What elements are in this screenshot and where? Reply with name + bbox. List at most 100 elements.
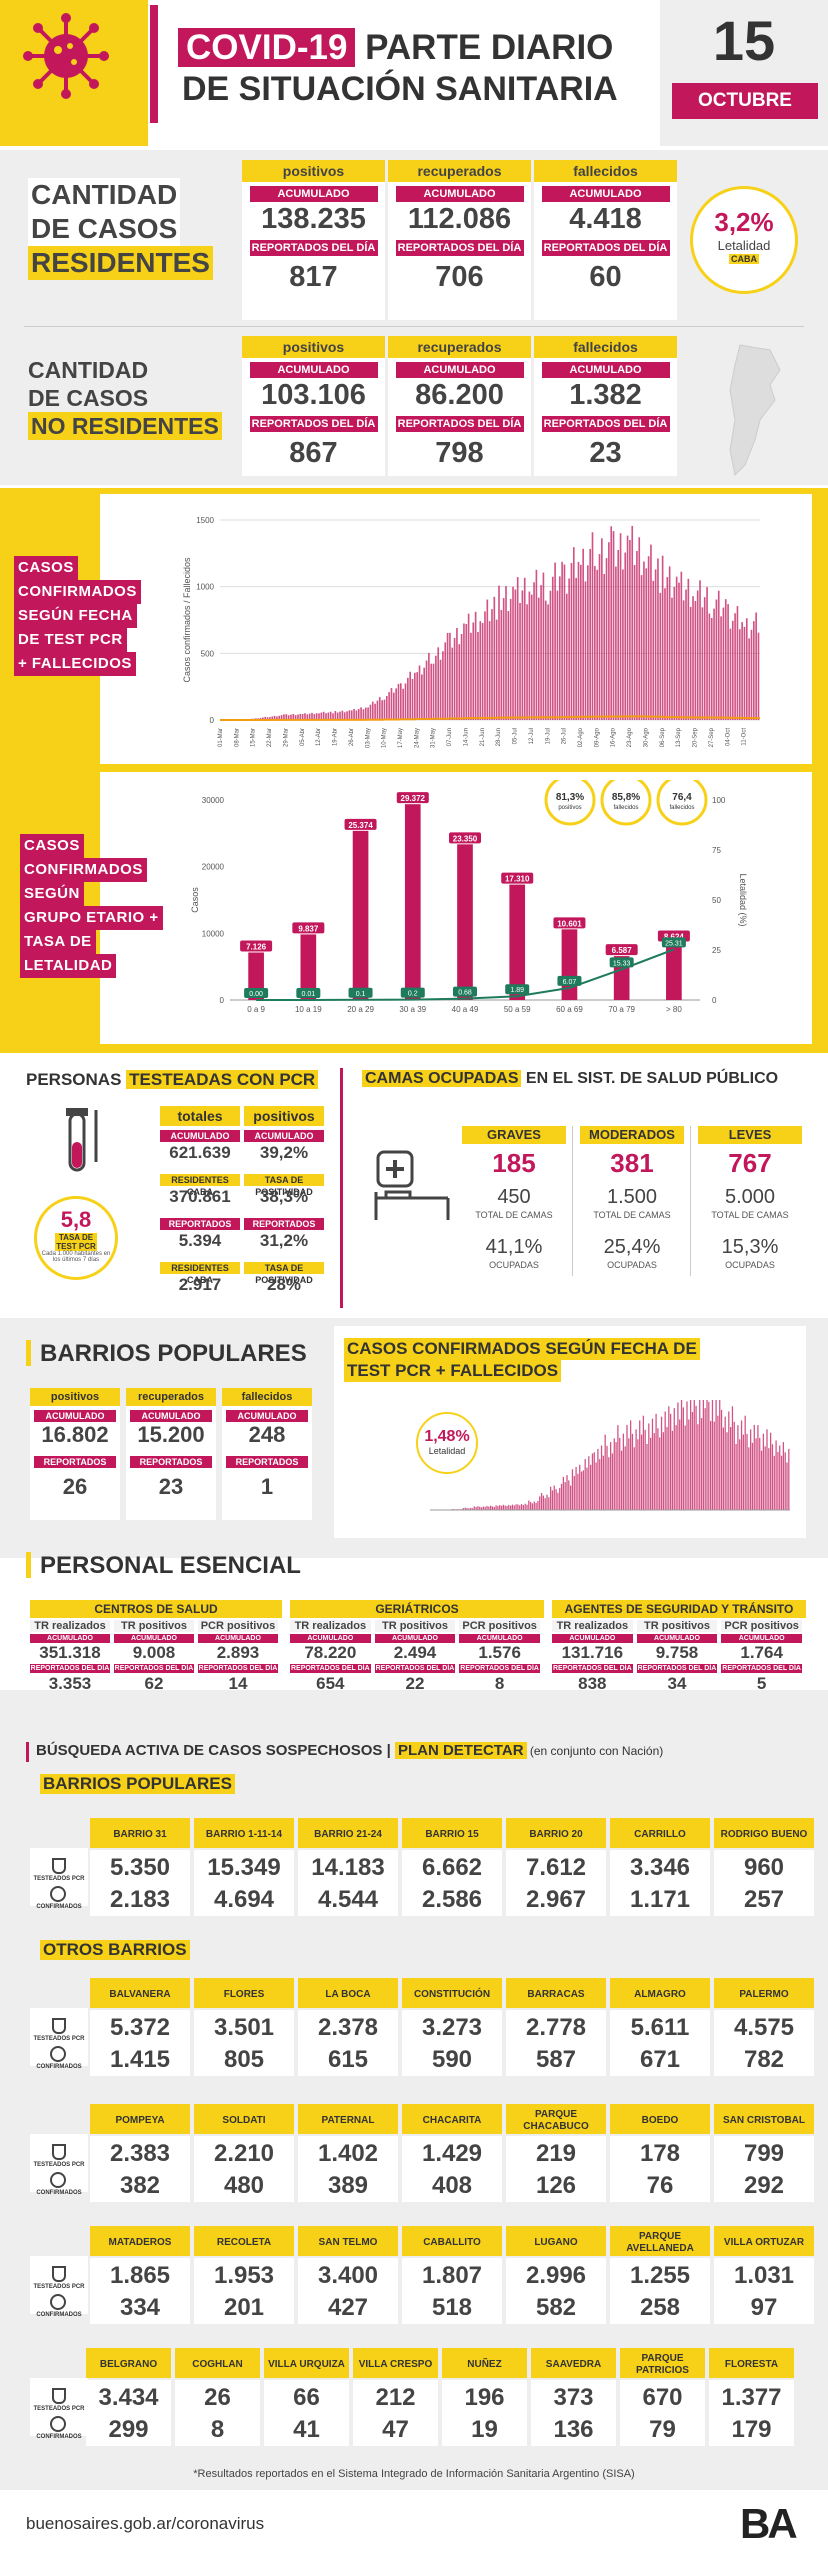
bar <box>542 572 545 720</box>
barrio-tested: 219 <box>535 2140 577 2167</box>
residentes-label-3: RESIDENTES <box>28 246 213 280</box>
bar <box>631 1433 634 1510</box>
bar <box>530 594 533 720</box>
bar <box>564 1482 566 1510</box>
barrio-confirmed: 582 <box>535 2294 577 2321</box>
card-acc-value: 86.200 <box>415 379 504 411</box>
barrio-name: PATERNAL <box>298 2104 398 2134</box>
bar <box>631 525 634 720</box>
bar <box>464 1507 466 1510</box>
barrio-confirmed: 258 <box>639 2294 681 2321</box>
footer-url[interactable]: buenosaires.gob.ar/coronavirus <box>26 2514 265 2533</box>
barrio-confirmed: 2.183 <box>109 1886 171 1913</box>
x-tick-label: > 80 <box>666 1005 682 1014</box>
barrio-cell <box>298 1850 398 1916</box>
barrio-confirmed: 47 <box>382 2416 409 2443</box>
bar <box>704 1408 706 1510</box>
esencial-acc-label: ACUMULADO <box>552 1634 633 1643</box>
bar <box>661 555 664 720</box>
barrio-cell <box>298 2136 398 2202</box>
footer <box>0 2490 828 2560</box>
bar <box>423 667 426 720</box>
barrio-tested: 373 <box>553 2384 594 2411</box>
chart-label-line: LETALIDAD <box>20 954 163 978</box>
line-value-label: 0.1 <box>356 991 366 998</box>
bar-label-bg <box>605 944 638 956</box>
bar <box>741 622 743 720</box>
barrio-cell <box>714 2136 814 2202</box>
barrio-cell <box>194 1850 294 1916</box>
esencial-acc-label: ACUMULADO <box>374 1634 456 1643</box>
bar <box>597 1448 599 1510</box>
barrio-cell <box>610 2258 710 2324</box>
bar <box>482 1506 484 1510</box>
x-tick-label: 11-Oct <box>742 728 748 746</box>
bp-day: 23 <box>158 1474 184 1499</box>
bar <box>471 1508 474 1510</box>
camas-title: CAMAS OCUPADAS EN EL SIST. DE SALUD PÚBL… <box>362 1070 778 1088</box>
bar <box>505 586 507 720</box>
bar <box>595 1462 597 1510</box>
x-tick-label: 26-Abr <box>349 728 355 746</box>
bar <box>679 1419 681 1510</box>
bar <box>479 621 482 720</box>
bar <box>685 589 687 720</box>
bar <box>764 1446 766 1510</box>
esencial-day-label: REPORTADOS DEL DÍA <box>721 1664 802 1673</box>
bar <box>507 611 510 720</box>
bar <box>600 1445 603 1510</box>
bar <box>271 716 274 720</box>
bar <box>493 1507 495 1510</box>
bar <box>432 663 435 720</box>
bar <box>611 1453 614 1510</box>
y2-tick-label: 75 <box>712 846 721 855</box>
bar <box>557 1492 559 1510</box>
deaths-line <box>383 718 400 721</box>
barrio-cell <box>506 2136 606 2202</box>
x-tick-label: 06-Sep <box>660 727 666 747</box>
bar <box>730 1427 732 1510</box>
barrio-tested: 1.429 <box>421 2140 483 2167</box>
bar <box>378 697 381 720</box>
deaths-line <box>334 718 351 721</box>
esencial-col-head: TR positivos <box>114 1620 194 1632</box>
bar <box>437 647 440 720</box>
x-tick-label: 01-Mar <box>218 728 224 747</box>
bar <box>542 1495 544 1510</box>
header-title-line1: COVID-19 PARTE DIARIO <box>178 28 613 68</box>
deaths-line <box>465 717 482 720</box>
x-tick-label: 19-Abr <box>333 728 339 746</box>
esencial-group-title: AGENTES DE SEGURIDAD Y TRÁNSITO <box>552 1600 806 1618</box>
camas-pct-label: OCUPADAS <box>607 1260 657 1270</box>
case-card: fallecidos ACUMULADO 1.382 REPORTADOS DEL D… <box>534 336 677 476</box>
bar <box>757 1425 759 1510</box>
bar <box>708 1401 710 1510</box>
chart-label-text: SEGÚN FECHA <box>14 604 137 628</box>
bar <box>651 1418 654 1510</box>
line-label-bg <box>453 986 477 997</box>
bar <box>463 623 465 720</box>
bar <box>572 547 575 720</box>
x-tick-label: 60 a 69 <box>556 1005 583 1014</box>
barrio-cell <box>90 2136 190 2202</box>
bar <box>594 566 596 720</box>
barrio-confirmed: 805 <box>223 2046 265 2073</box>
line-label-bg <box>296 987 321 998</box>
barrio-cell <box>714 1850 814 1916</box>
bar-label-bg <box>396 792 429 804</box>
bar <box>299 713 302 720</box>
bar <box>329 711 332 720</box>
bar <box>695 1405 697 1510</box>
camas-divider <box>572 1126 573 1276</box>
deaths-line <box>350 718 368 721</box>
bar <box>320 712 323 720</box>
bar <box>779 1445 781 1510</box>
bar <box>385 696 388 720</box>
bar <box>565 593 568 720</box>
barrios-title: BARRIOS POPULARES <box>40 1340 307 1367</box>
y-tick-label: 500 <box>201 649 215 658</box>
tested-label: TESTEADOS PCR <box>33 2162 85 2168</box>
barrio-name: SAN CRISTOBAL <box>714 2104 814 2134</box>
barrio-confirmed: 76 <box>646 2172 674 2199</box>
card-day-value: 798 <box>435 437 484 469</box>
